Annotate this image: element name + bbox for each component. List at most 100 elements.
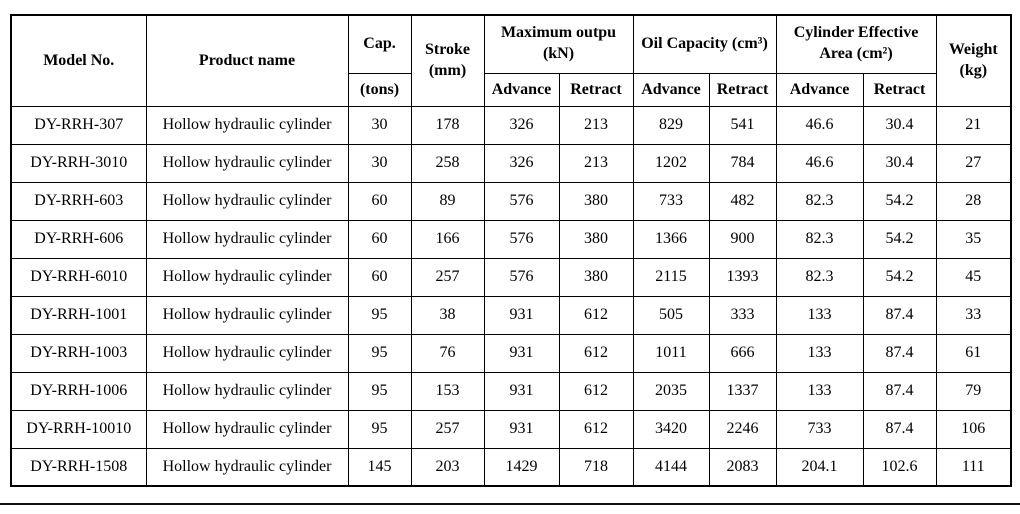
value-cell: 133 (775, 295, 864, 335)
value-cell: 2115 (632, 257, 710, 297)
value-cell: 21 (935, 105, 1012, 145)
header-row-groups: Model No. Product name Cap. Stroke (mm) … (10, 14, 1012, 107)
value-cell: 1393 (708, 257, 777, 297)
value-cell: 380 (558, 257, 634, 297)
value-cell: 76 (410, 333, 485, 373)
value-cell: 931 (483, 295, 560, 335)
value-cell: 60 (347, 257, 412, 297)
subheader-output-advance: Advance (483, 72, 560, 107)
value-cell: 166 (410, 219, 485, 259)
value-cell: 89 (410, 181, 485, 221)
value-cell: 482 (708, 181, 777, 221)
value-cell: 1366 (632, 219, 710, 259)
model-no-cell: DY-RRH-1508 (10, 447, 147, 487)
value-cell: 1202 (632, 143, 710, 183)
product-name-cell: Hollow hydraulic cylinder (145, 447, 349, 487)
col-header-model-no: Model No. (10, 14, 147, 107)
value-cell: 133 (775, 371, 864, 411)
header-row-subcolumns: (tons) Advance Retract Advance Retract A… (11, 72, 1011, 107)
model-no-cell: DY-RRH-307 (10, 105, 147, 145)
value-cell: 46.6 (775, 105, 864, 145)
value-cell: 612 (558, 371, 634, 411)
value-cell: 102.6 (862, 447, 937, 487)
value-cell: 60 (347, 219, 412, 259)
value-cell: 257 (410, 409, 485, 449)
value-cell: 95 (347, 295, 412, 335)
value-cell: 2035 (632, 371, 710, 411)
value-cell: 258 (410, 143, 485, 183)
value-cell: 4144 (632, 447, 710, 487)
col-header-weight: Weight (kg) (935, 14, 1012, 107)
value-cell: 612 (558, 295, 634, 335)
table-row: DY-RRH-1003 Hollow hydraulic cylinder 95 76… (10, 333, 1012, 373)
value-cell: 257 (410, 257, 485, 297)
value-cell: 87.4 (862, 371, 937, 411)
value-cell: 95 (347, 333, 412, 373)
value-cell: 30 (347, 105, 412, 145)
col-header-stroke-unit: (mm) (428, 61, 467, 79)
value-cell: 79 (935, 371, 1012, 411)
value-cell: 153 (410, 371, 485, 411)
col-header-weight-label: Weight (948, 40, 998, 58)
product-name-cell: Hollow hydraulic cylinder (145, 333, 349, 373)
group-header-effective-area-line1: Cylinder Effective (793, 24, 919, 42)
value-cell: 30 (347, 143, 412, 183)
value-cell: 111 (935, 447, 1012, 487)
value-cell: 38 (410, 295, 485, 335)
value-cell: 333 (708, 295, 777, 335)
col-header-capacity: Cap. (347, 14, 412, 74)
model-no-cell: DY-RRH-6010 (10, 257, 147, 297)
product-name-cell: Hollow hydraulic cylinder (145, 257, 349, 297)
model-no-cell: DY-RRH-1001 (10, 295, 147, 335)
group-header-oil-capacity: Oil Capacity (cm³) (632, 14, 777, 74)
value-cell: 54.2 (862, 219, 937, 259)
value-cell: 213 (558, 143, 634, 183)
product-name-cell: Hollow hydraulic cylinder (145, 181, 349, 221)
value-cell: 35 (935, 219, 1012, 259)
value-cell: 326 (483, 105, 560, 145)
product-name-cell: Hollow hydraulic cylinder (145, 409, 349, 449)
value-cell: 380 (558, 181, 634, 221)
group-header-effective-area: Cylinder Effective Area (cm²) (775, 14, 937, 74)
col-header-capacity-unit: (tons) (347, 72, 412, 107)
value-cell: 1337 (708, 371, 777, 411)
value-cell: 666 (708, 333, 777, 373)
value-cell: 82.3 (775, 219, 864, 259)
value-cell: 931 (483, 333, 560, 373)
product-name-cell: Hollow hydraulic cylinder (145, 295, 349, 335)
value-cell: 82.3 (775, 257, 864, 297)
value-cell: 931 (483, 371, 560, 411)
subheader-oil-advance: Advance (632, 72, 710, 107)
value-cell: 106 (935, 409, 1012, 449)
value-cell: 612 (558, 333, 634, 373)
value-cell: 900 (708, 219, 777, 259)
value-cell: 931 (483, 409, 560, 449)
value-cell: 27 (935, 143, 1012, 183)
group-header-effective-area-line2: Area (cm²) (819, 45, 893, 63)
bottom-rule (0, 503, 1020, 505)
value-cell: 326 (483, 143, 560, 183)
value-cell: 576 (483, 181, 560, 221)
value-cell: 213 (558, 105, 634, 145)
value-cell: 133 (775, 333, 864, 373)
value-cell: 45 (935, 257, 1012, 297)
product-name-cell: Hollow hydraulic cylinder (145, 105, 349, 145)
value-cell: 145 (347, 447, 412, 487)
table-body: DY-RRH-307 Hollow hydraulic cylinder 30 178… (10, 105, 1012, 487)
group-header-max-output-unit: (kN) (542, 45, 575, 63)
col-header-weight-unit: (kg) (959, 61, 988, 79)
model-no-cell: DY-RRH-606 (10, 219, 147, 259)
model-no-cell: DY-RRH-10010 (10, 409, 147, 449)
value-cell: 718 (558, 447, 634, 487)
table-header: Model No. Product name Cap. Stroke (mm) … (10, 14, 1012, 107)
table-row: DY-RRH-1508 Hollow hydraulic cylinder 145 2… (10, 447, 1012, 487)
value-cell: 733 (775, 409, 864, 449)
product-name-cell: Hollow hydraulic cylinder (145, 143, 349, 183)
table-row: DY-RRH-10010 Hollow hydraulic cylinder 95 2… (10, 409, 1012, 449)
value-cell: 829 (632, 105, 710, 145)
value-cell: 204.1 (775, 447, 864, 487)
subheader-output-retract: Retract (558, 72, 634, 107)
value-cell: 612 (558, 409, 634, 449)
table-row: DY-RRH-307 Hollow hydraulic cylinder 30 178… (10, 105, 1012, 145)
model-no-cell: DY-RRH-1003 (10, 333, 147, 373)
